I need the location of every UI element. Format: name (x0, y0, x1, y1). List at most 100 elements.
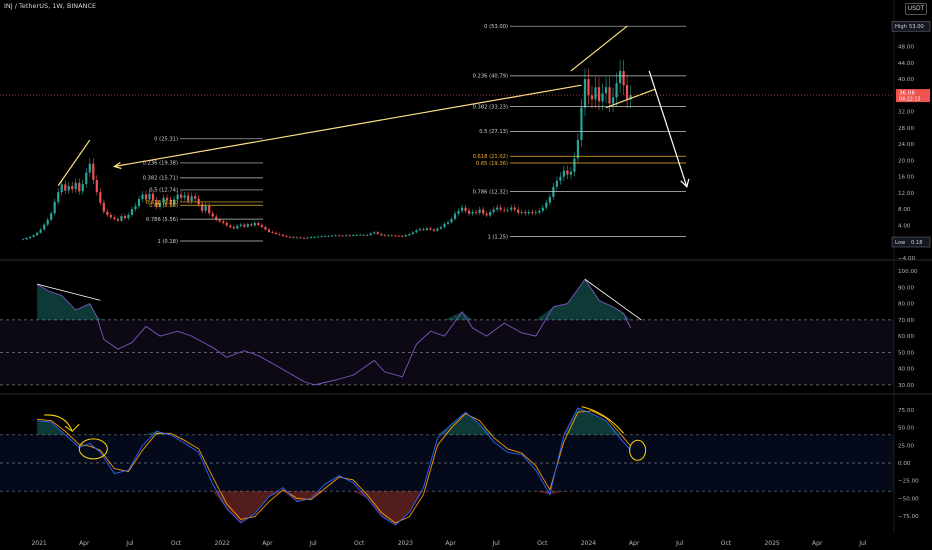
candle-body (60, 184, 63, 193)
currency-button[interactable]: USDT (905, 3, 927, 15)
candle-body (345, 235, 348, 237)
candle-body (243, 224, 246, 227)
candle-body (524, 212, 527, 214)
high-label: High (895, 24, 907, 30)
candle-body (380, 234, 383, 236)
low-value: 0.18 (911, 240, 923, 246)
candle-body (510, 207, 513, 210)
candle-body (453, 213, 457, 219)
x-tick-label: 2023 (398, 540, 413, 547)
candle-body (562, 170, 565, 177)
candle-body (137, 199, 141, 206)
candle-body (425, 228, 429, 230)
left-fib-label: 0.236 (19.38) (143, 161, 178, 167)
candle-body (71, 186, 74, 190)
x-tick-label: Jul (492, 540, 501, 547)
candle-body (439, 227, 443, 229)
candle-body (253, 223, 256, 226)
candle-body (559, 176, 562, 181)
stoch-annotation-arrow-left (44, 414, 73, 432)
right-fib-label: 0.5 (27.13) (479, 129, 508, 135)
price-y-tick-label: 44.00 (898, 61, 914, 67)
candle-body (190, 196, 193, 202)
candle-body (404, 235, 407, 237)
stoch-y-tick-label: −25.00 (898, 479, 919, 485)
candle-body (320, 236, 323, 238)
candle-body (281, 234, 285, 237)
candle-body (369, 233, 372, 236)
left-fib-label: 0.65 (8.98) (149, 203, 178, 209)
candle-body (116, 218, 119, 221)
left-fib-label: 0.786 (5.56) (146, 217, 178, 223)
candle-body (601, 93, 604, 102)
candle-body (541, 207, 544, 211)
candle-body (78, 182, 81, 192)
candle-body (580, 107, 583, 141)
candle-body (387, 235, 390, 237)
candle-body (594, 87, 597, 100)
candle-body (106, 211, 109, 215)
candle-body (46, 219, 49, 225)
candle-body (366, 235, 369, 236)
right-fib-label: 0.786 (12.32) (473, 189, 508, 195)
long-arrow-head (112, 162, 122, 170)
candle-body (151, 193, 155, 201)
candle-body (197, 198, 200, 205)
candle-body (236, 225, 239, 229)
price-y-tick-label: 8.00 (898, 207, 911, 213)
candle-body (629, 95, 632, 100)
x-tick-label: Oct (537, 540, 548, 547)
candle-body (531, 212, 534, 214)
candle-body (257, 223, 260, 226)
candle-body (204, 205, 207, 211)
candle-body (92, 163, 95, 180)
candle-body (496, 207, 499, 210)
stoch-y-tick-label: −50.00 (898, 496, 919, 502)
high-badge (891, 20, 931, 32)
candle-body (587, 79, 590, 96)
candle-body (376, 232, 379, 235)
candle-body (25, 238, 28, 240)
candle-body (422, 229, 425, 230)
candle-body (611, 97, 615, 104)
candle-body (474, 212, 478, 213)
price-y-tick-label: 40.00 (898, 77, 914, 83)
candle-body (88, 163, 91, 173)
candle-body (415, 230, 418, 233)
candle-body (597, 87, 601, 102)
candle-body (50, 213, 53, 220)
candle-body (355, 235, 358, 236)
left-fib-label: 1 (0.18) (157, 239, 178, 245)
price-y-tick-label: 4.00 (898, 223, 911, 229)
candle-body (527, 212, 530, 214)
right-fib-label: 1 (1.25) (487, 234, 508, 240)
candle-body (626, 85, 629, 100)
candle-body (64, 184, 67, 191)
left-fib-label: 0.5 (12.74) (149, 188, 178, 194)
candle-body (81, 183, 84, 192)
candle-body (604, 87, 608, 94)
wedge-line (605, 88, 656, 109)
rsi-y-tick-label: 60.00 (898, 334, 914, 340)
candle-body (436, 228, 439, 231)
candle-body (201, 204, 204, 211)
x-tick-label: Oct (721, 540, 732, 547)
candle-body (232, 227, 235, 229)
candle-body (485, 213, 488, 216)
stoch-orange-line (37, 410, 631, 524)
candle-body (331, 235, 334, 237)
left-fib-label: 0.618 (9.78) (146, 200, 178, 206)
candle-body (482, 209, 485, 214)
candle-body (622, 70, 625, 86)
x-tick-label: Jul (675, 540, 684, 547)
stoch-y-tick-label: 50.00 (898, 426, 914, 432)
candle-body (29, 236, 32, 239)
rsi-y-tick-label: 80.00 (898, 302, 914, 308)
candle-body (39, 229, 42, 233)
candle-body (313, 237, 316, 238)
candle-body (583, 79, 587, 108)
candle-body (123, 216, 127, 219)
left-fib-label: 0 (25.31) (154, 137, 178, 143)
stoch-annotation-circle-right (629, 439, 647, 461)
